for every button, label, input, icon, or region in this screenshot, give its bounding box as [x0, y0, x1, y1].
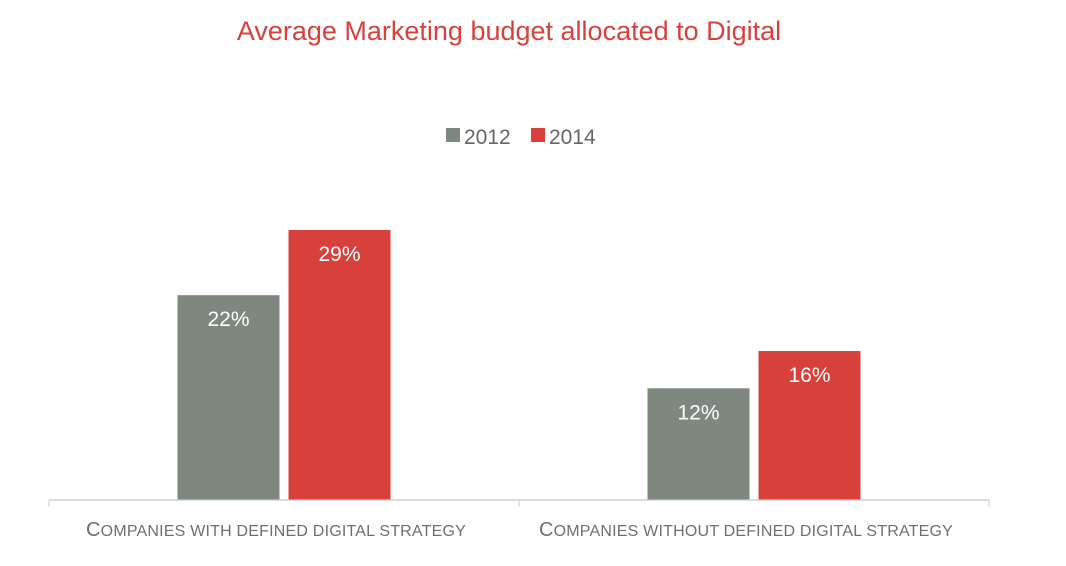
bars-group: [177, 230, 861, 500]
chart-title: Average Marketing budget allocated to Di…: [237, 16, 781, 46]
legend-label-2012: 2012: [464, 126, 511, 149]
data-label-2014-without-strategy: 16%: [788, 364, 830, 387]
bar-2014-without-strategy: [758, 351, 861, 500]
bar-2012-without-strategy: [647, 388, 750, 500]
legend-swatch-2014: [531, 128, 545, 142]
data-label-2014-with-strategy: 29%: [318, 243, 360, 266]
bar-2014-with-strategy: [288, 230, 391, 500]
bar-labels-group: 22% 29% 12% 16%: [207, 243, 830, 424]
legend: 2012 2014: [446, 126, 596, 149]
legend-label-2014: 2014: [549, 126, 596, 149]
category-labels-group: COMPANIES WITH DEFINED DIGITAL STRATEGY C…: [86, 519, 953, 541]
data-label-2012-without-strategy: 12%: [677, 401, 719, 424]
x-axis: [48, 499, 990, 507]
bar-2012-with-strategy: [177, 295, 280, 500]
category-label-without-strategy: COMPANIES WITHOUT DEFINED DIGITAL STRATE…: [539, 519, 953, 541]
category-label-with-strategy: COMPANIES WITH DEFINED DIGITAL STRATEGY: [86, 519, 466, 541]
data-label-2012-with-strategy: 22%: [207, 308, 249, 331]
legend-swatch-2012: [446, 128, 460, 142]
